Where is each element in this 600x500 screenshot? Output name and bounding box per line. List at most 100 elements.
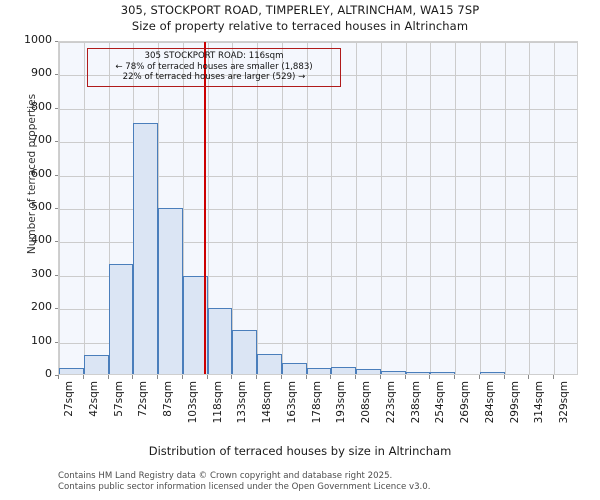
x-axis-label: Distribution of terraced houses by size … — [148, 444, 452, 458]
gridline-horizontal — [59, 342, 577, 344]
y-axis-label: Number of terraced properties — [26, 93, 38, 255]
histogram-bar — [281, 363, 307, 374]
gridline-vertical — [529, 42, 531, 374]
histogram-bar — [182, 276, 208, 374]
gridline-vertical — [281, 42, 283, 374]
gridline-vertical — [306, 42, 308, 374]
x-tick-mark — [231, 375, 233, 379]
gridline-vertical — [554, 42, 556, 374]
x-tick-label: 57sqm — [112, 381, 125, 417]
x-tick-mark — [429, 375, 431, 379]
gridline-horizontal — [59, 242, 577, 244]
x-tick-mark — [256, 375, 258, 379]
x-tick-mark — [330, 375, 332, 379]
x-tick-mark — [132, 375, 134, 379]
x-tick-label: 254sqm — [434, 381, 447, 424]
gridline-vertical — [405, 42, 407, 374]
x-tick-mark — [157, 375, 159, 379]
gridline-vertical — [430, 42, 432, 374]
x-tick-mark — [82, 375, 84, 379]
x-tick-label: 103sqm — [186, 381, 199, 424]
gridline-horizontal — [59, 175, 577, 177]
histogram-bar — [430, 372, 456, 374]
x-tick-label: 314sqm — [533, 381, 546, 424]
y-tick-label: 0 — [45, 367, 52, 380]
x-tick-mark — [305, 375, 307, 379]
chart-subtitle: Size of property relative to terraced ho… — [131, 19, 469, 33]
x-tick-mark — [107, 375, 109, 379]
x-tick-mark — [379, 375, 381, 379]
annotation-larger-pct: 22% of terraced houses are larger (529) … — [122, 72, 306, 83]
gridline-vertical — [59, 42, 60, 374]
x-tick-label: 269sqm — [459, 381, 472, 424]
footer-attribution: Contains HM Land Registry data © Crown c… — [58, 471, 578, 492]
gridline-vertical — [257, 42, 259, 374]
x-tick-label: 148sqm — [261, 381, 274, 424]
histogram-bar — [133, 122, 159, 374]
x-tick-label: 299sqm — [508, 381, 521, 424]
histogram-bar — [479, 372, 505, 374]
x-tick-mark — [404, 375, 406, 379]
x-tick-mark — [280, 375, 282, 379]
x-tick-mark — [181, 375, 183, 379]
x-tick-label: 72sqm — [137, 381, 150, 417]
histogram-bar — [405, 372, 431, 374]
x-tick-label: 87sqm — [162, 381, 175, 417]
footer-line-1: Contains HM Land Registry data © Crown c… — [58, 471, 393, 481]
histogram-bar — [108, 263, 134, 374]
x-tick-mark — [355, 375, 357, 379]
gridline-vertical — [455, 42, 457, 374]
histogram-bar — [306, 368, 332, 374]
gridline-horizontal — [59, 142, 577, 144]
x-tick-mark — [503, 375, 505, 379]
gridline-vertical — [504, 42, 506, 374]
gridline-horizontal — [59, 108, 577, 110]
x-tick-label: 178sqm — [310, 381, 323, 424]
x-tick-mark — [206, 375, 208, 379]
histogram-bar — [83, 354, 109, 374]
page-title: 305, STOCKPORT ROAD, TIMPERLEY, ALTRINCH… — [120, 3, 480, 17]
histogram-bar — [380, 371, 406, 374]
histogram-bar — [257, 353, 282, 374]
x-tick-label: 118sqm — [211, 381, 224, 424]
gridline-vertical — [83, 42, 85, 374]
x-tick-label: 208sqm — [360, 381, 373, 424]
footer-line-2: Contains public sector information licen… — [58, 481, 431, 492]
property-marker-line — [204, 42, 206, 374]
histogram-bar — [158, 207, 183, 374]
gridline-horizontal — [59, 275, 577, 277]
x-tick-label: 27sqm — [63, 381, 75, 417]
gridline-horizontal — [59, 75, 577, 77]
x-tick-label: 133sqm — [236, 381, 249, 424]
gridline-horizontal — [59, 209, 577, 210]
x-tick-label: 238sqm — [409, 381, 422, 424]
histogram-bar — [232, 329, 258, 374]
x-tick-label: 193sqm — [335, 381, 348, 424]
x-tick-mark — [528, 375, 530, 379]
property-annotation-box: 305 STOCKPORT ROAD: 116sqm ← 78% of terr… — [87, 48, 341, 87]
gridline-vertical — [479, 42, 481, 374]
chart-title-block: 305, STOCKPORT ROAD, TIMPERLEY, ALTRINCH… — [0, 2, 600, 34]
gridline-vertical — [380, 42, 382, 374]
gridline-vertical — [182, 42, 184, 374]
x-tick-label: 329sqm — [558, 381, 571, 424]
histogram-bar — [356, 369, 381, 374]
histogram-bar — [207, 307, 233, 374]
gridline-vertical — [108, 42, 110, 374]
gridline-horizontal — [59, 42, 577, 43]
gridline-vertical — [331, 42, 333, 374]
x-tick-mark — [58, 375, 59, 379]
annotation-smaller-pct: ← 78% of terraced houses are smaller (1,… — [115, 61, 313, 72]
x-tick-mark — [454, 375, 456, 379]
gridline-vertical — [232, 42, 234, 374]
x-tick-label: 223sqm — [384, 381, 397, 424]
gridline-vertical — [356, 42, 358, 374]
plot-area — [58, 41, 578, 375]
histogram-bar — [331, 367, 357, 374]
x-tick-label: 284sqm — [483, 381, 496, 424]
gridline-vertical — [207, 42, 209, 374]
histogram-bar — [59, 368, 84, 374]
annotation-property-size: 305 STOCKPORT ROAD: 116sqm — [144, 51, 284, 61]
x-tick-label: 42sqm — [87, 381, 100, 417]
